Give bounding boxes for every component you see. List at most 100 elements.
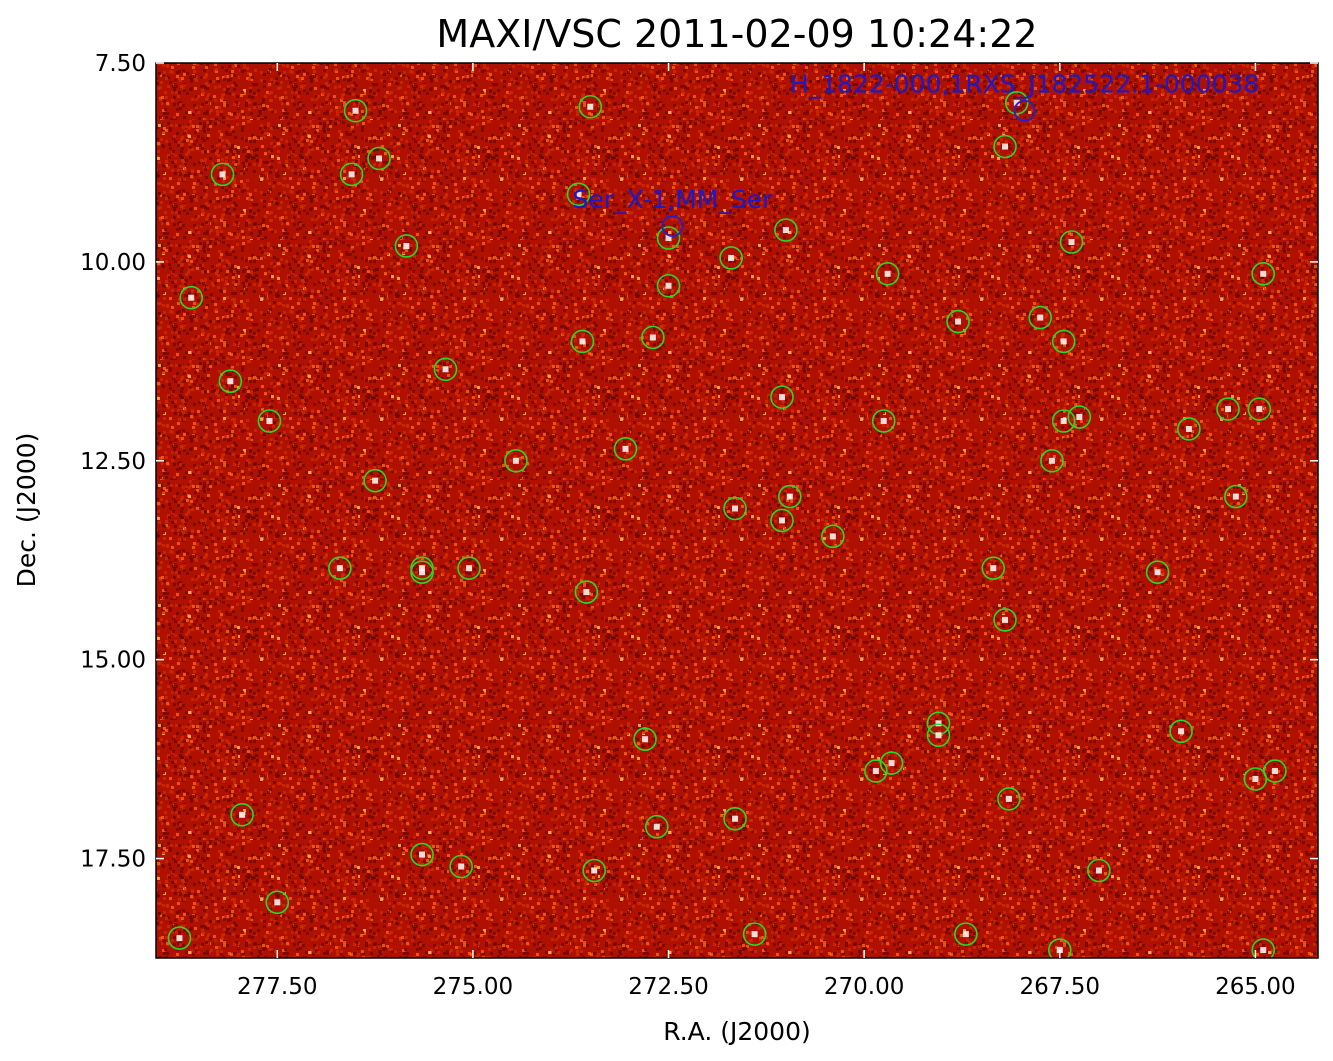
catalog-source-circle	[578, 94, 603, 119]
source-spot	[1002, 143, 1009, 150]
catalog-source-circle	[257, 409, 282, 433]
catalog-source-circle	[218, 369, 243, 394]
catalog-source-circle	[644, 814, 669, 839]
catalog-source-circle	[1145, 560, 1170, 584]
source-spot	[665, 235, 672, 242]
y-tick-label: 7.50	[95, 51, 146, 77]
source-spot	[239, 811, 246, 818]
catalog-source-circle	[926, 723, 951, 748]
catalog-source-circle	[367, 146, 391, 171]
catalog-source-circle	[179, 285, 204, 310]
source-spot	[778, 394, 785, 401]
source-spot	[583, 589, 590, 596]
source-spot	[352, 107, 359, 114]
catalog-source-circle	[1247, 397, 1272, 421]
catalog-source-circle	[1059, 230, 1084, 254]
source-spot	[465, 565, 472, 572]
source-spot	[336, 565, 343, 572]
catalog-source-circle	[566, 182, 591, 207]
y-tick-label: 10.00	[80, 250, 146, 276]
source-spot	[1252, 776, 1259, 782]
source-spot	[1178, 728, 1185, 735]
catalog-source-circle	[719, 246, 743, 270]
catalog-source-circle	[1047, 938, 1072, 958]
catalog-source-circle	[410, 560, 434, 584]
source-spot	[653, 823, 660, 830]
catalog-source-circle	[875, 262, 900, 286]
catalog-source-circle	[363, 468, 387, 493]
source-spot	[1327, 852, 1333, 858]
x-tick-label: 277.50	[237, 974, 317, 1000]
source-spot	[649, 334, 656, 341]
catalog-source-circle	[1087, 858, 1111, 883]
catalog-source-circle	[1051, 329, 1076, 354]
source-spot	[1060, 418, 1067, 424]
catalog-source-circle	[343, 98, 368, 123]
target-source-circle	[1013, 99, 1036, 122]
source-spot	[1095, 867, 1102, 874]
catalog-source-circle	[433, 357, 458, 382]
source-spot	[348, 171, 355, 178]
catalog-source-circle	[770, 508, 794, 533]
catalog-source-circle	[879, 751, 904, 775]
y-tick-label: 17.50	[80, 847, 146, 873]
catalog-source-circle	[570, 329, 595, 354]
chart-title: MAXI/VSC 2011-02-09 10:24:22	[436, 12, 1037, 56]
source-spot	[176, 935, 183, 942]
catalog-source-circle	[457, 556, 481, 580]
catalog-source-circle	[339, 162, 364, 187]
target-source-label: Ser_X-1,MM_Ser	[572, 185, 773, 214]
catalog-source-circle	[770, 385, 794, 409]
source-spot	[732, 815, 739, 822]
source-spot	[782, 227, 789, 234]
catalog-source-circle	[1067, 405, 1092, 429]
catalog-source-circle	[656, 226, 681, 250]
catalog-source-circle	[723, 806, 747, 831]
source-spot	[1076, 414, 1083, 421]
source-spot	[1154, 569, 1161, 576]
catalog-source-circle	[1263, 759, 1287, 783]
source-spot	[591, 867, 598, 874]
catalog-source-circle	[210, 162, 235, 187]
source-spot	[778, 517, 785, 524]
source-spot	[872, 768, 879, 775]
catalog-source-circle	[1251, 938, 1276, 958]
y-axis-label: Dec. (J2000)	[12, 433, 41, 588]
catalog-source-circle	[1251, 262, 1276, 286]
source-spot	[419, 851, 426, 858]
marks-layer: Ser_X-1,MM_Ser H_1822-000,1RXS_J182522.1-…	[167, 70, 1333, 958]
source-spot	[1002, 616, 1009, 623]
x-axis-label: R.A. (J2000)	[663, 1017, 811, 1046]
catalog-source-circle	[1177, 417, 1201, 441]
source-spot	[1048, 457, 1055, 464]
source-spot	[829, 533, 836, 540]
catalog-source-circle	[981, 556, 1006, 580]
source-spot	[376, 155, 383, 162]
x-tick-label: 267.50	[1020, 974, 1100, 1000]
source-spot	[274, 899, 281, 906]
catalog-source-circle	[1216, 397, 1240, 421]
source-spot	[962, 931, 969, 938]
source-spot	[419, 565, 426, 572]
source-spot	[1260, 947, 1267, 954]
catalog-source-circle	[864, 759, 888, 783]
catalog-source-circle	[774, 218, 798, 242]
catalog-source-circle	[871, 409, 896, 433]
ticks-layer: 277.50 275.00 272.50 270.00 267.50 265.00 7.50…	[80, 51, 1318, 1000]
catalog-source-circle	[449, 854, 473, 879]
catalog-source-circle	[1028, 305, 1053, 330]
source-spot	[751, 931, 758, 938]
catalog-source-circle	[723, 496, 747, 521]
x-tick-label: 272.50	[628, 974, 708, 1000]
catalog-source-circle	[633, 727, 657, 752]
catalog-source-circle	[1040, 448, 1064, 473]
source-spot	[642, 736, 649, 743]
source-spot	[403, 242, 410, 249]
catalog-source-circle	[993, 134, 1017, 159]
source-spot	[372, 477, 379, 484]
source-spot	[622, 445, 629, 452]
source-spot	[575, 191, 582, 198]
x-tick-label: 270.00	[824, 974, 904, 1000]
catalog-source-circle	[821, 524, 845, 549]
